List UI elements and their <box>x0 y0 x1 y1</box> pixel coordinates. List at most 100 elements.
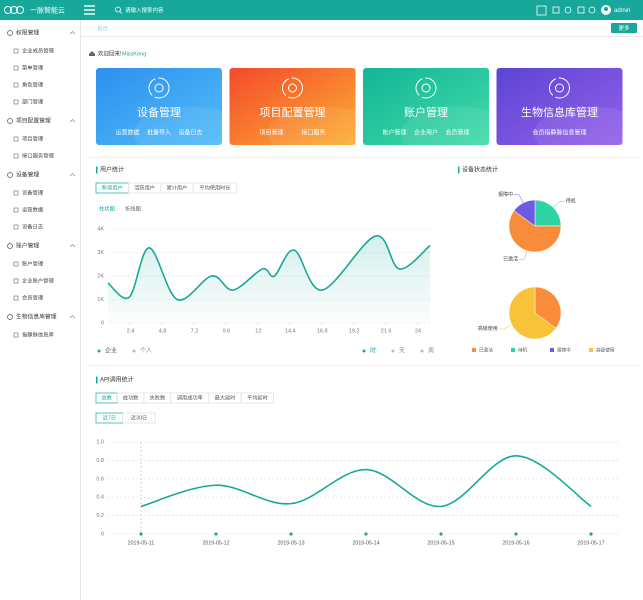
welcome-user: MissKeng <box>122 51 146 57</box>
menu-item-icon <box>13 332 19 338</box>
period-label[interactable]: 时 <box>370 347 376 355</box>
card-link[interactable]: 运营数据 <box>115 129 139 137</box>
card-icon-core <box>421 83 431 93</box>
menu-caret <box>69 173 76 177</box>
menu-item[interactable]: 角色管理 <box>22 80 44 88</box>
welcome-text: 欢迎回来! <box>98 49 122 57</box>
card-link[interactable]: 会员指静脉信息管理 <box>532 129 586 137</box>
menu-item-icon <box>13 48 19 54</box>
menu-group[interactable]: 设备管理 <box>16 171 39 179</box>
more-button[interactable] <box>611 23 637 33</box>
more-label[interactable]: 更多 <box>618 24 630 32</box>
menu-item[interactable]: 菜单管理 <box>22 63 44 71</box>
section-marker <box>96 166 98 174</box>
legend-label[interactable]: 企业 <box>105 347 117 355</box>
tab-label[interactable]: 累计用户 <box>167 184 188 192</box>
period-label[interactable]: 天 <box>399 348 405 355</box>
menu-item-icon <box>13 278 19 284</box>
menu-toggle[interactable] <box>84 5 95 15</box>
menu-item[interactable]: 指静脉信息库 <box>22 330 54 338</box>
menu-item[interactable]: 企业成员管理 <box>22 46 54 54</box>
menu-item-icon <box>13 82 19 88</box>
card-link[interactable]: 企业用户 <box>414 129 438 137</box>
x-tick-label: 4.8 <box>159 328 167 334</box>
menu-item[interactable]: 接口服务管理 <box>22 151 54 159</box>
tab[interactable] <box>192 182 238 194</box>
menu-group[interactable]: 生物信息库管理 <box>16 313 57 321</box>
tab-label[interactable]: 调用成功率 <box>177 394 203 402</box>
x-tick-label: 16.8 <box>317 328 328 334</box>
y-tick-label: 4K <box>97 226 104 232</box>
tab-label[interactable]: 近30日 <box>131 414 147 422</box>
period-label[interactable]: 周 <box>428 348 434 355</box>
toolbar-icons[interactable] <box>536 5 596 16</box>
menu-item-icon <box>13 224 19 230</box>
menu-item-icon <box>13 99 19 105</box>
tab-label[interactable]: 新增用户 <box>102 184 123 192</box>
logo-icon <box>4 6 24 14</box>
legend-label[interactable]: 个人 <box>140 348 152 355</box>
legend-label[interactable]: 待机 <box>518 347 528 354</box>
chart-view[interactable]: 柱状图 <box>99 204 115 212</box>
card-icon <box>148 77 170 99</box>
user-name[interactable]: admin <box>614 8 630 14</box>
menu-item[interactable]: 会员管理 <box>22 293 44 301</box>
menu-item[interactable]: 企业账户管理 <box>22 276 54 284</box>
card-link[interactable]: 项目管理 <box>259 129 283 137</box>
card-link[interactable]: 接口服务 <box>301 129 325 137</box>
home-icon <box>89 51 95 56</box>
y-tick-label: 1.0 <box>96 439 104 445</box>
chart-view[interactable]: 折线图 <box>125 204 141 212</box>
card-link[interactable]: 账户管理 <box>382 129 406 137</box>
menu-item[interactable]: 运营数据 <box>22 205 44 213</box>
section-title: API调用统计 <box>100 376 134 384</box>
tab[interactable] <box>240 392 274 404</box>
tab-label[interactable]: 总数 <box>101 394 112 402</box>
tab-label[interactable]: 失败数 <box>150 394 166 402</box>
period-dot <box>362 349 366 353</box>
card-link[interactable]: 批量导入 <box>147 129 171 137</box>
menu-item[interactable]: 账户管理 <box>22 259 44 267</box>
tab-label[interactable]: 平均延时 <box>247 394 268 402</box>
card[interactable] <box>229 68 356 145</box>
x-tick-label: 12 <box>255 328 261 334</box>
tab-label[interactable]: 平均使用时长 <box>199 184 231 192</box>
menu-icon <box>7 30 13 36</box>
tab-label[interactable]: 活跃用户 <box>134 184 155 192</box>
menu-item-icon <box>13 207 19 213</box>
x-tick-label: 14.4 <box>285 328 296 334</box>
legend-label[interactable]: 已激活 <box>479 347 493 354</box>
legend-swatch <box>589 348 593 352</box>
card[interactable] <box>363 68 489 145</box>
search-icon[interactable] <box>115 6 123 14</box>
area <box>108 235 430 323</box>
card-title: 项目配置管理 <box>260 105 326 119</box>
menu-item[interactable]: 设备管理 <box>22 188 44 196</box>
menu-item[interactable]: 部门管理 <box>22 97 44 105</box>
x-tick-label: 2019-05-14 <box>352 540 379 546</box>
card-icon <box>549 77 570 99</box>
card[interactable] <box>496 68 623 145</box>
menu-group[interactable]: 权限管理 <box>16 29 39 37</box>
card-icon <box>282 77 303 99</box>
home-tab[interactable]: 首页 <box>97 24 109 32</box>
x-tick-label: 2019-05-11 <box>128 540 155 546</box>
menu-group[interactable]: 项目配置管理 <box>16 117 51 125</box>
tab-label[interactable]: 近7日 <box>103 414 116 422</box>
search-placeholder[interactable]: 请输入搜索内容 <box>125 6 164 14</box>
card[interactable] <box>96 68 222 145</box>
legend-label[interactable]: 高级使用 <box>596 347 615 354</box>
x-tick-label: 2019-05-13 <box>277 540 304 546</box>
tab[interactable] <box>122 412 156 424</box>
menu-group[interactable]: 账户管理 <box>16 242 39 250</box>
tab-label[interactable]: 最大延时 <box>215 394 236 402</box>
leader-line <box>553 201 565 208</box>
card-link[interactable]: 设备日志 <box>178 129 202 137</box>
menu-item[interactable]: 设备日志 <box>22 222 43 230</box>
top-bar <box>0 0 643 20</box>
menu-item[interactable]: 项目管理 <box>22 134 44 142</box>
tab-label[interactable]: 成功数 <box>123 394 139 402</box>
legend-label[interactable]: 报障中 <box>557 347 571 354</box>
card-link[interactable]: 会员管理 <box>445 129 469 137</box>
pie-label: 高级使用 <box>478 325 498 332</box>
